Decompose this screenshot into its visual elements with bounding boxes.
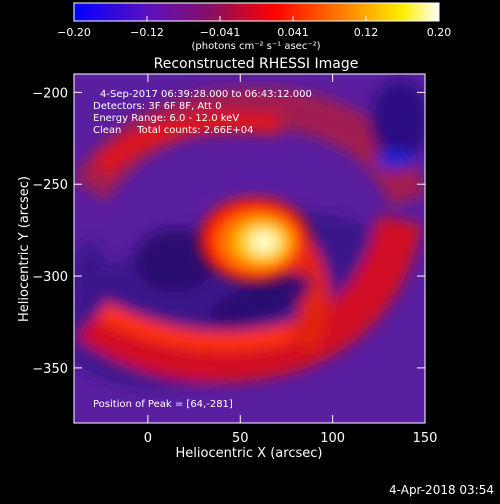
annotation-clean-counts: Clean Total counts: 2.66E+04	[93, 125, 253, 136]
colorbar-tick-label: −0.12	[130, 26, 164, 39]
x-tick-label: 150	[413, 431, 438, 446]
plot-frame	[73, 73, 426, 424]
colorbar-tick-label: −0.041	[200, 26, 241, 39]
annotation-time-range: 4-Sep-2017 06:39:28.000 to 06:43:12.000	[100, 89, 312, 100]
annotation-energy-range: Energy Range: 6.0 - 12.0 keV	[93, 113, 239, 124]
peak-position-label: Position of Peak = [64,-281]	[93, 399, 233, 410]
colorbar-ticks: −0.20 −0.12 −0.041 0.041 0.12 0.20	[57, 16, 451, 39]
annotation-detectors: Detectors: 3F 6F 8F, Att 0	[93, 101, 221, 112]
x-axis-ticks: 0 50 100 150	[144, 74, 438, 446]
y-tick-label: −300	[32, 270, 68, 285]
y-axis-ticks: −200 −250 −300 −350	[32, 86, 425, 377]
colorbar-tick-label: 0.12	[354, 26, 379, 39]
heatmap-image	[74, 74, 425, 423]
info-annotations: 4-Sep-2017 06:39:28.000 to 06:43:12.000 …	[93, 89, 312, 410]
colorbar	[73, 2, 440, 22]
y-tick-label: −350	[32, 362, 68, 377]
x-axis-label: Heliocentric X (arcsec)	[176, 446, 323, 461]
colorbar-units: (photons cm⁻² s⁻¹ asec⁻²)	[191, 41, 320, 52]
colorbar-tick-label: −0.20	[57, 26, 91, 39]
y-tick-label: −250	[32, 178, 68, 193]
colorbar-tick-label: 0.20	[427, 26, 452, 39]
x-tick-label: 100	[320, 431, 345, 446]
x-tick-label: 0	[144, 431, 152, 446]
footer-timestamp: 4-Apr-2018 03:54	[389, 483, 494, 497]
chart-title: Reconstructed RHESSI Image	[154, 56, 359, 72]
colorbar-tick-label: 0.041	[277, 26, 309, 39]
y-axis-label: Heliocentric Y (arcsec)	[17, 176, 32, 322]
x-tick-label: 50	[232, 431, 249, 446]
y-tick-label: −200	[32, 86, 68, 101]
